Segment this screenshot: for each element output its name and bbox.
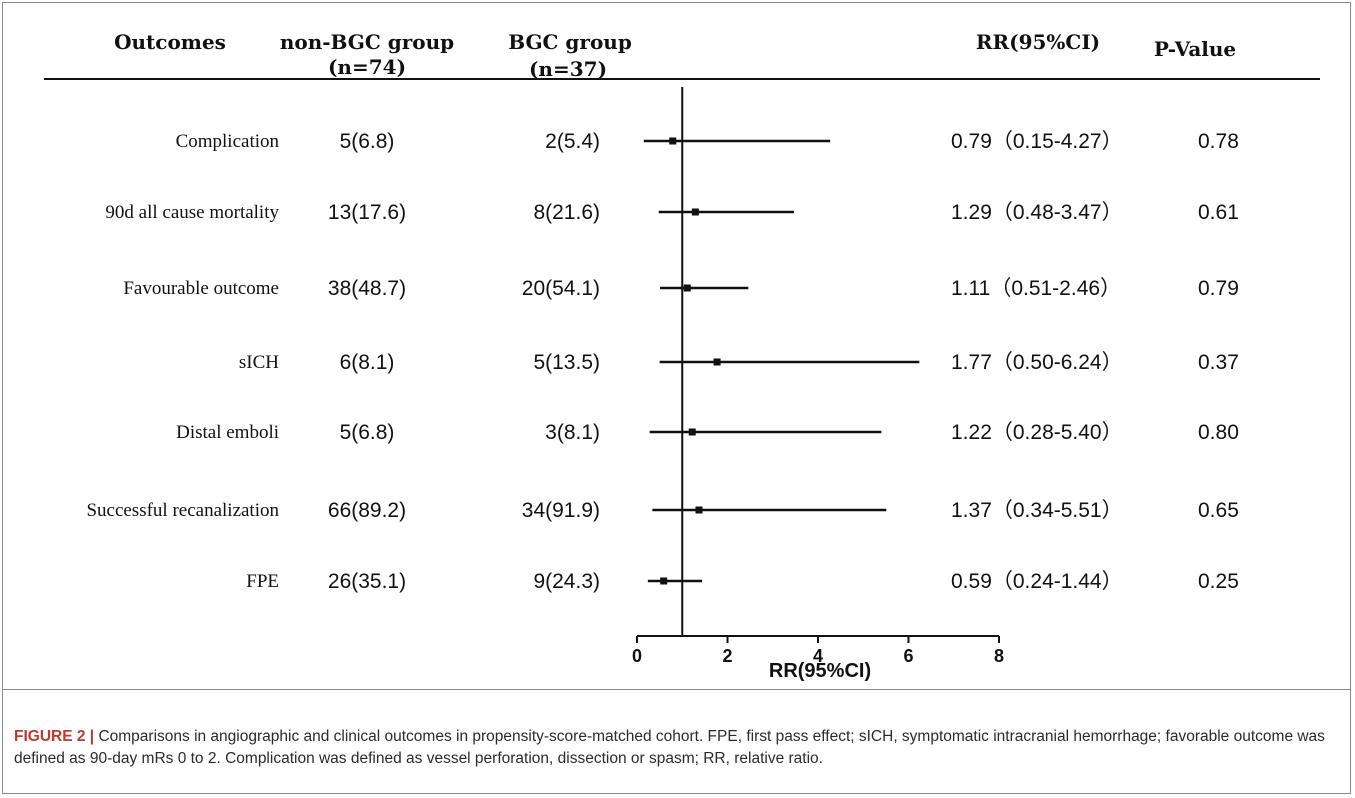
point-estimate (669, 137, 677, 145)
row-p-value: 0.65 (1198, 499, 1239, 522)
row-rr-ci: 0.59（0.24-1.44） (951, 570, 1123, 593)
x-tick-label: 6 (903, 646, 913, 666)
row-non-bgc-value: 5(6.8) (340, 421, 395, 444)
row-non-bgc-value: 66(89.2) (328, 499, 406, 522)
row-bgc-value: 20(54.1) (522, 277, 600, 300)
figure-caption: FIGURE 2 | Comparisons in angiographic a… (14, 726, 1339, 770)
point-estimate (695, 506, 703, 514)
table-rows: Complication 5(6.8) 2(5.4) 0.79（0.15-4.27） 0… (86, 130, 1238, 593)
point-estimate (691, 208, 699, 216)
row-non-bgc-value: 26(35.1) (328, 570, 406, 593)
row-outcome-label: Successful recanalization (86, 500, 279, 521)
row-outcome-label: Favourable outcome (123, 278, 279, 299)
caption-divider (2, 689, 1351, 690)
row-outcome-label: Distal emboli (176, 422, 279, 443)
header-outcomes: Outcomes (114, 30, 226, 54)
row-rr-ci: 1.22（0.28-5.40） (951, 421, 1123, 444)
x-tick-label: 4 (813, 646, 823, 666)
caption-text: Comparisons in angiographic and clinical… (14, 728, 1325, 767)
row-bgc-value: 34(91.9) (522, 499, 600, 522)
point-estimate (713, 358, 721, 366)
row-bgc-value: 8(21.6) (533, 201, 600, 224)
row-p-value: 0.37 (1198, 351, 1239, 374)
row-rr-ci: 0.79（0.15-4.27） (951, 130, 1123, 153)
forest-plot: Outcomes non-BGC group (n=74) BGC group … (44, 30, 1320, 682)
header-bgc-line1: BGC group (508, 30, 632, 54)
row-p-value: 0.25 (1198, 570, 1239, 593)
row-p-value: 0.79 (1198, 277, 1239, 300)
row-p-value: 0.80 (1198, 421, 1239, 444)
point-estimate (683, 284, 691, 292)
point-estimate (688, 428, 696, 436)
row-outcome-label: 90d all cause mortality (105, 202, 279, 223)
row-non-bgc-value: 6(8.1) (340, 351, 395, 374)
row-outcome-label: sICH (239, 352, 279, 373)
row-non-bgc-value: 5(6.8) (340, 130, 395, 153)
row-non-bgc-value: 13(17.6) (328, 201, 406, 224)
row-rr-ci: 1.77（0.50-6.24） (951, 351, 1123, 374)
plot-area: 0 2 4 6 8 RR(95%CI) (632, 87, 1004, 682)
row-bgc-value: 2(5.4) (545, 130, 600, 153)
row-bgc-value: 3(8.1) (545, 421, 600, 444)
point-estimate (660, 577, 668, 585)
x-axis-label: RR(95%CI) (769, 660, 871, 682)
header-bgc-line2: (n=37) (529, 57, 607, 81)
caption-label: FIGURE 2 | (14, 728, 95, 745)
row-rr-ci: 1.37（0.34-5.51） (951, 499, 1123, 522)
row-rr-ci: 1.11（0.51-2.46） (951, 277, 1121, 300)
row-p-value: 0.61 (1198, 201, 1239, 224)
x-tick-label: 8 (994, 646, 1004, 666)
header-rr: RR(95%CI) (976, 30, 1100, 54)
x-tick-label: 2 (722, 646, 732, 666)
header-p-value: P-Value (1154, 37, 1236, 61)
row-p-value: 0.78 (1198, 130, 1239, 153)
row-rr-ci: 1.29（0.48-3.47） (951, 201, 1123, 224)
header-non-bgc-line2: (n=74) (328, 55, 406, 79)
row-non-bgc-value: 38(48.7) (328, 277, 406, 300)
row-bgc-value: 5(13.5) (533, 351, 600, 374)
row-outcome-label: Complication (176, 131, 280, 152)
header-non-bgc-line1: non-BGC group (280, 30, 454, 54)
row-bgc-value: 9(24.3) (533, 570, 600, 593)
row-outcome-label: FPE (246, 571, 279, 592)
x-tick-label: 0 (632, 646, 642, 666)
